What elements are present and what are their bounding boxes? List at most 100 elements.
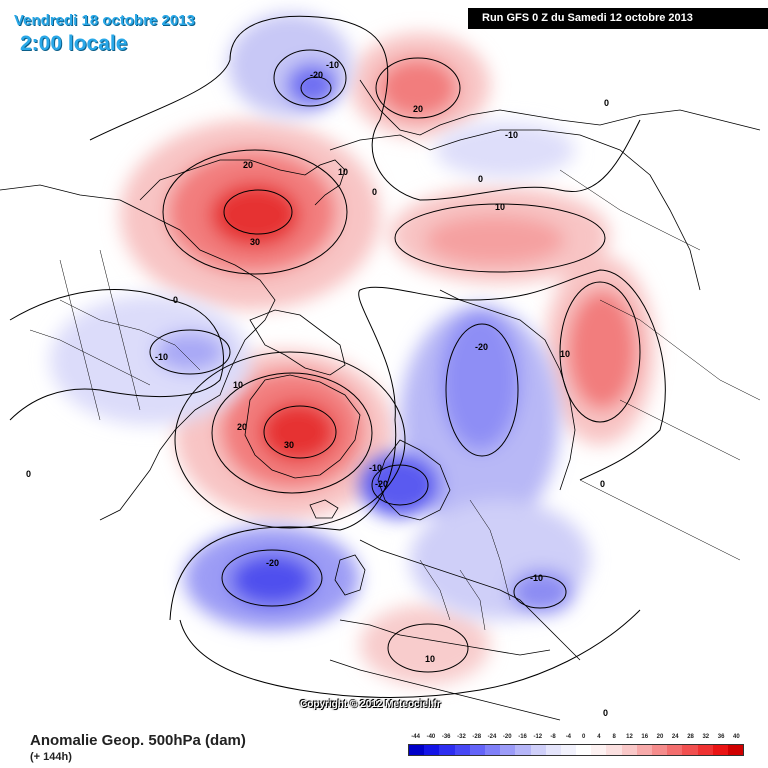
contour-label-balkans-neg10: -10 [530,573,543,583]
legend-swatch [439,745,455,755]
legend-swatch [652,745,668,755]
contour-label-kamchatka-neg10: -10 [326,60,339,70]
legend-tick-label: 12 [626,734,633,740]
border-canada-usa [59,299,201,371]
run-info-bar: Run GFS 0 Z du Samedi 12 octobre 2013 [468,8,768,29]
color-scale-legend: -44 -40 -36 -32 -28 -24 -20 -16 -12 -8 -4 0 4 8 12 16 20… [408,734,744,756]
positive-anomaly-shading [120,33,655,685]
contour-label-urals-10: 10 [560,349,570,359]
contour-atlantic-neg20 [221,549,323,607]
legend-tick-label: -12 [533,734,543,740]
legend-swatch [636,745,652,755]
contour-label-greenland-20: 20 [237,422,247,432]
legend-tick-label: 0 [581,734,586,740]
border-usa-states-2 [99,249,141,411]
legend-swatch [727,745,744,755]
legend-swatch [697,745,713,755]
contour-label-kamchatka-neg20: -20 [310,70,323,80]
contour-label-atlantic-neg20: -20 [266,558,279,568]
legend-swatch [560,745,577,755]
legend-swatch [606,745,622,755]
coast-arctic-islands [249,309,346,376]
border-europe-2 [459,569,486,631]
contour-labels: -10 -20 20 20 30 10 0 -10 0 10 0 0 -10 1… [26,60,609,718]
anomaly-siberia-core [425,215,565,265]
run-info-text: Run GFS 0 Z du Samedi 12 octobre 2013 [482,12,693,24]
country-borders [29,169,761,631]
contour-balkans-neg10 [513,575,567,609]
geopotential-contours [9,15,666,698]
legend-swatch [424,745,440,755]
anomaly-alaska-core [210,183,300,247]
coastlines [0,79,761,721]
lead-time: (+ 144h) [30,751,72,763]
legend-swatch [712,745,728,755]
anomaly-urals-core [567,290,637,410]
border-usa-states-1 [59,259,101,421]
contour-urals-10 [559,281,641,423]
contour-label-scandinavia-neg20: -20 [375,479,388,489]
legend-tick-label: 24 [671,734,679,740]
anomaly-canada-outer [50,295,250,425]
anomaly-kamchatka-core [286,63,338,107]
anomaly-mediterranean [360,605,490,685]
coast-greenland [244,374,361,479]
contour-label-east-0: 0 [600,479,605,489]
copyright-notice: Copyright © 2012 Meteociel.fr [300,699,441,710]
anomaly-arctic-core [440,310,520,450]
contour-label-bering-10: 10 [338,167,348,177]
coast-europe [359,539,581,661]
contour-arctic-neg20 [445,323,519,457]
legend-labels: -44 -40 -36 -32 -28 -24 -20 -16 -12 -8 -4 0 4 8 12 16 20… [408,734,744,744]
legend-tick-label: -24 [487,734,497,740]
contour-zero-main [169,269,666,621]
anomaly-east-siberia [435,122,575,178]
contour-zero-north [89,15,641,201]
border-europe-1 [419,559,451,621]
legend-swatch [454,745,470,755]
contour-label-arctic-neg20: -20 [475,342,488,352]
contour-alaska-20 [162,149,348,275]
border-usa-states-3 [29,329,151,386]
product-title: Anomalie Geop. 500hPa (dam) [30,732,246,749]
contour-label-alaska-20: 20 [243,160,253,170]
anomaly-canada-core [155,332,225,372]
legend-tick-label: 16 [641,734,649,740]
contour-label-atlantic-0: 0 [26,469,31,479]
contour-label-siberia-10: 10 [495,202,505,212]
contour-label-okhotsk-20: 20 [413,104,423,114]
border-central-asia [579,479,741,561]
forecast-date: Vendredi 18 octobre 2013 [14,12,195,29]
legend-tick-label: -16 [518,734,527,740]
legend-swatch [621,745,637,755]
legend-tick-label: 36 [717,734,725,740]
legend-swatch [530,745,546,755]
coast-east-asia [359,79,761,136]
contour-alaska-30 [223,189,293,235]
legend-swatch [515,745,531,755]
legend-swatch [409,745,425,755]
coast-scandinavia [377,439,451,521]
anomaly-atlantic-core [230,554,314,606]
coast-british-isles [334,554,366,596]
coast-siberia [329,129,701,291]
legend-swatch [576,745,592,755]
forecast-local-time: 2:00 locale [20,32,128,55]
contour-label-canada-0: 0 [173,295,178,305]
contour-siberia-10 [394,203,606,273]
coast-africa [329,659,561,721]
legend-tick-label: 8 [612,734,616,740]
legend-swatch [545,745,561,755]
contour-mediterranean-10 [387,623,469,673]
footer-panel: Anomalie Geop. 500hPa (dam) (+ 144h) -44… [0,722,768,768]
anomaly-greenland-core [260,402,336,462]
legend-swatch [591,745,607,755]
contour-label-scandinavia-neg10: -10 [369,463,382,473]
legend-swatch [682,745,698,755]
contour-label-africa-10: 10 [425,654,435,664]
legend-swatch [484,745,501,755]
coast-mediterranean [339,619,551,656]
legend-tick-label: -44 [411,734,420,740]
negative-anomaly-shading [50,13,590,630]
